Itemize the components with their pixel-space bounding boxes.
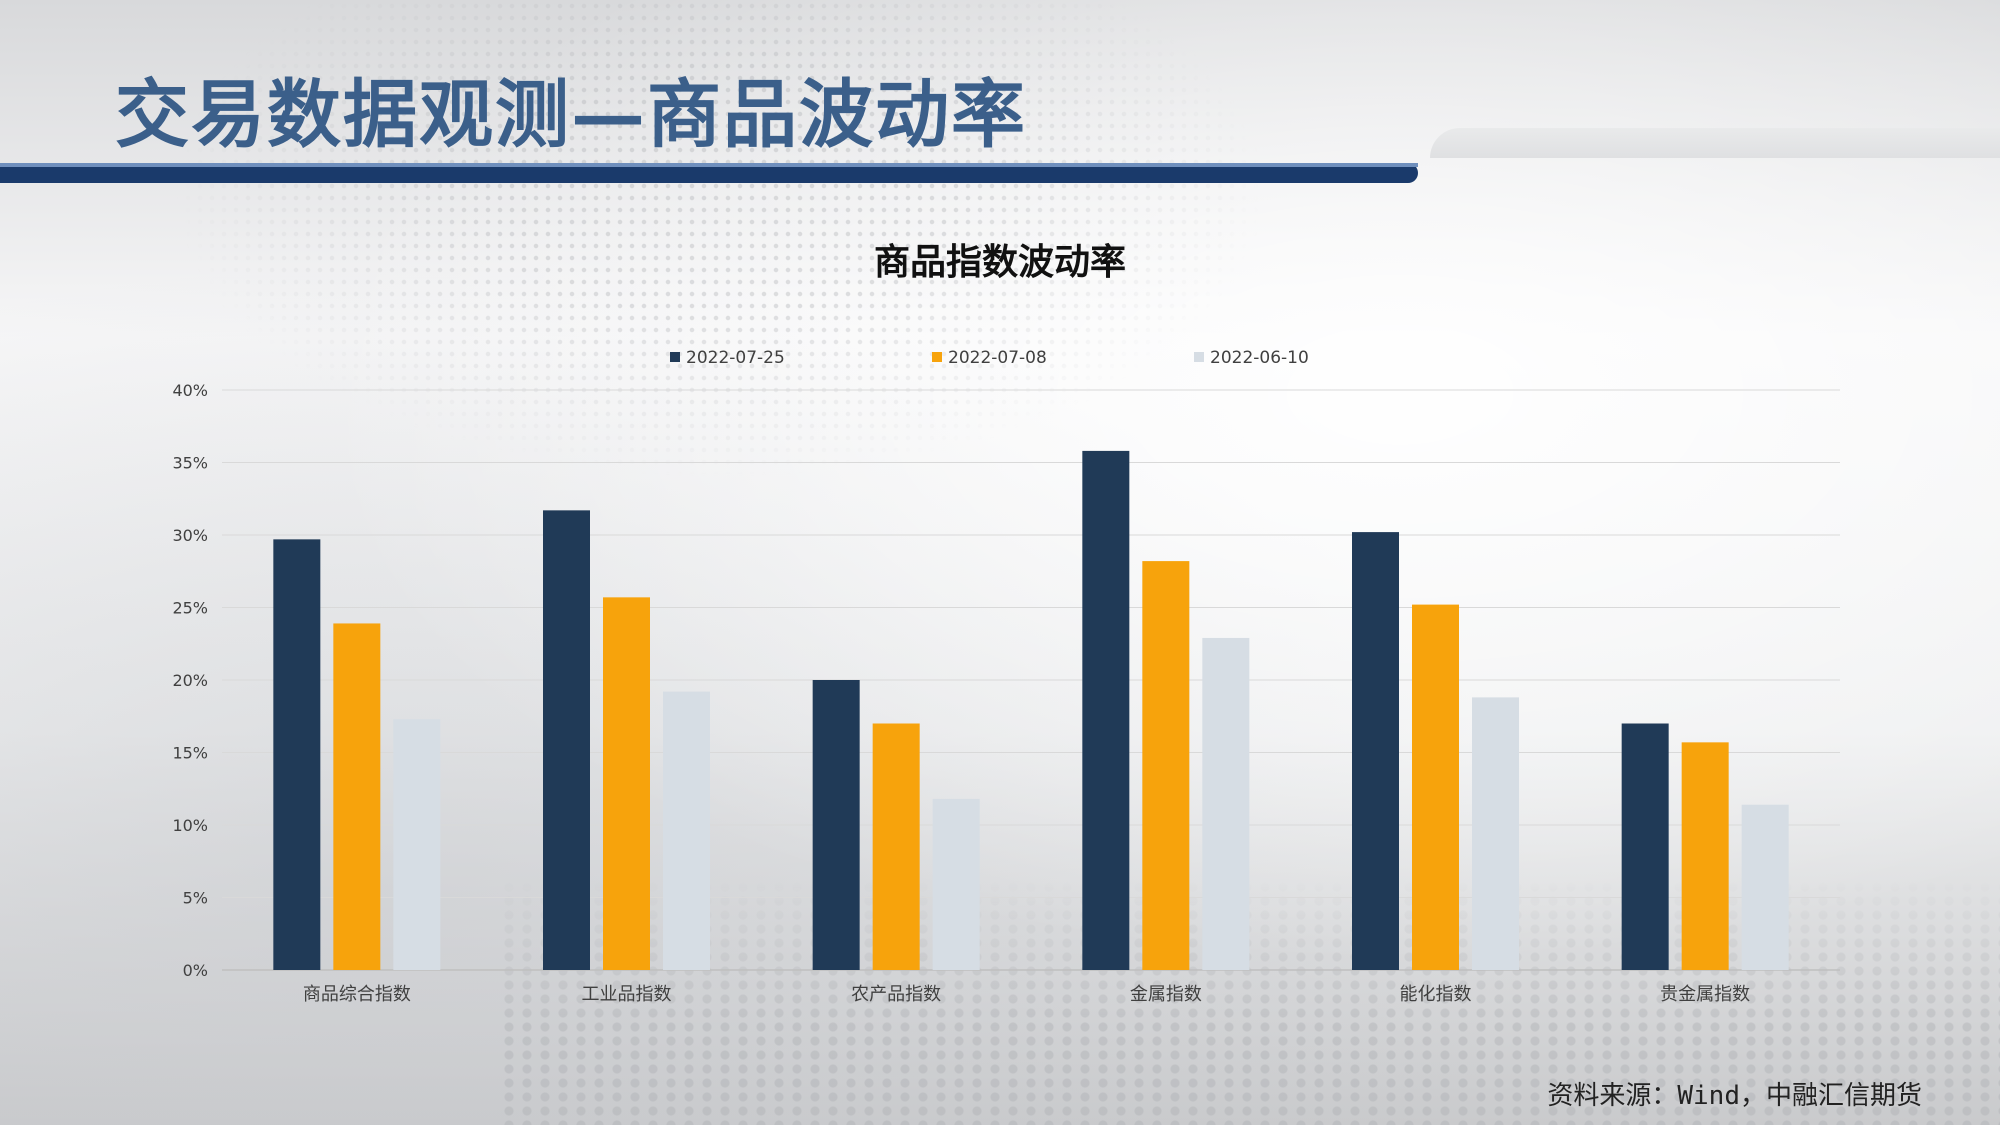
- bar: [872, 723, 920, 970]
- y-tick-label: 0%: [183, 961, 208, 980]
- x-tick-label: 贵金属指数: [1660, 984, 1750, 1005]
- bar: [932, 798, 980, 970]
- source-note: 资料来源：Wind，中融汇信期货: [1547, 1081, 1922, 1111]
- bar: [812, 680, 860, 970]
- legend-swatch: [932, 352, 942, 362]
- bar: [1472, 697, 1519, 970]
- y-tick-label: 35%: [172, 454, 208, 473]
- bar: [663, 691, 710, 970]
- x-tick-label: 农产品指数: [851, 984, 941, 1005]
- legend-swatch: [1194, 352, 1204, 362]
- legend-label: 2022-06-10: [1210, 348, 1309, 368]
- y-tick-label: 15%: [172, 744, 208, 763]
- bar: [393, 719, 441, 970]
- x-tick-label: 能化指数: [1400, 984, 1472, 1005]
- y-tick-label: 25%: [172, 599, 208, 618]
- bar: [603, 597, 650, 970]
- bar: [273, 539, 321, 970]
- bar: [333, 623, 381, 970]
- bar: [1741, 804, 1789, 970]
- bar: [1412, 604, 1459, 970]
- y-tick-label: 30%: [172, 526, 208, 545]
- world-map-dots: [170, 0, 1270, 480]
- bar: [1681, 742, 1729, 970]
- legend-label: 2022-07-08: [948, 348, 1047, 368]
- legend-swatch: [670, 352, 680, 362]
- x-tick-label: 商品综合指数: [303, 984, 411, 1005]
- bar: [1142, 561, 1190, 970]
- x-tick-label: 工业品指数: [582, 984, 672, 1005]
- title-band-highlight: [0, 163, 1418, 167]
- bar: [1082, 450, 1130, 970]
- bar: [1621, 723, 1669, 970]
- bar: [543, 510, 590, 970]
- header-right-bar: [1430, 128, 2000, 158]
- y-tick-label: 20%: [172, 671, 208, 690]
- title-band: [0, 163, 1418, 183]
- chart-title: 商品指数波动率: [874, 242, 1126, 283]
- y-tick-label: 5%: [183, 889, 208, 908]
- y-tick-label: 10%: [172, 816, 208, 835]
- page-title: 交易数据观测—商品波动率: [115, 72, 1027, 158]
- bar: [1202, 637, 1250, 970]
- legend-label: 2022-07-25: [686, 348, 785, 368]
- bar: [1352, 532, 1399, 970]
- x-tick-label: 金属指数: [1130, 984, 1202, 1005]
- y-tick-label: 40%: [172, 381, 208, 400]
